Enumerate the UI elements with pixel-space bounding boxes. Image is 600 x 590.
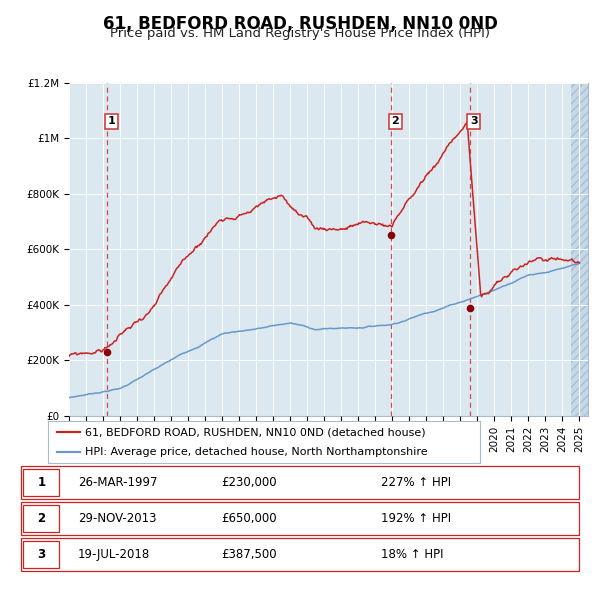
Text: 2: 2 xyxy=(37,512,46,525)
Text: 1: 1 xyxy=(107,116,115,126)
Text: 29-NOV-2013: 29-NOV-2013 xyxy=(78,512,157,525)
Text: £230,000: £230,000 xyxy=(221,476,277,489)
Text: 2: 2 xyxy=(391,116,399,126)
Text: 61, BEDFORD ROAD, RUSHDEN, NN10 0ND (detached house): 61, BEDFORD ROAD, RUSHDEN, NN10 0ND (det… xyxy=(85,427,425,437)
Text: 1: 1 xyxy=(37,476,46,489)
Text: 19-JUL-2018: 19-JUL-2018 xyxy=(78,548,150,561)
Text: 61, BEDFORD ROAD, RUSHDEN, NN10 0ND: 61, BEDFORD ROAD, RUSHDEN, NN10 0ND xyxy=(103,15,497,33)
Text: 3: 3 xyxy=(470,116,478,126)
Text: £650,000: £650,000 xyxy=(221,512,277,525)
Text: 192% ↑ HPI: 192% ↑ HPI xyxy=(381,512,451,525)
Text: 18% ↑ HPI: 18% ↑ HPI xyxy=(381,548,443,561)
Text: 26-MAR-1997: 26-MAR-1997 xyxy=(78,476,157,489)
Text: HPI: Average price, detached house, North Northamptonshire: HPI: Average price, detached house, Nort… xyxy=(85,447,427,457)
Bar xyxy=(571,83,588,416)
Bar xyxy=(571,83,588,416)
Text: Price paid vs. HM Land Registry's House Price Index (HPI): Price paid vs. HM Land Registry's House … xyxy=(110,27,490,40)
Text: 3: 3 xyxy=(37,548,46,561)
Text: £387,500: £387,500 xyxy=(221,548,277,561)
Text: 227% ↑ HPI: 227% ↑ HPI xyxy=(381,476,451,489)
